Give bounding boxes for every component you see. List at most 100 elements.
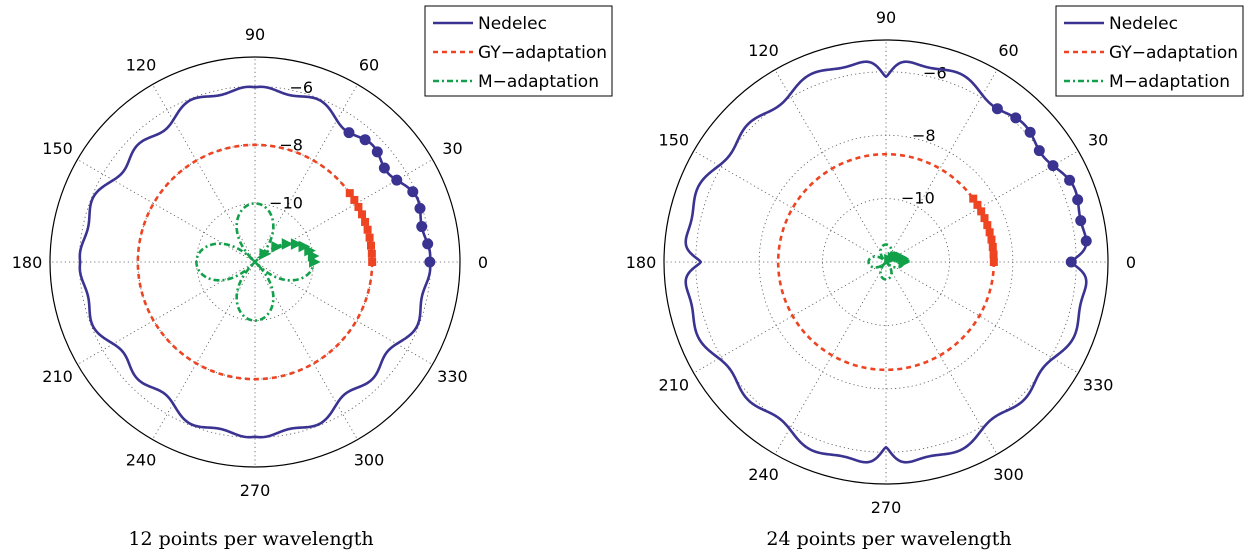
m-adaptation-marker	[304, 244, 316, 257]
grid-spoke	[152, 84, 256, 263]
angle-tick-label: 30	[442, 139, 462, 158]
grid-spoke	[254, 261, 358, 440]
gy-adaptation-marker	[367, 249, 376, 258]
polar-chart-1: 0 30 60 90 120 150 180 210 240 270 300 330 −6 −8 −10 Ne…	[12, 5, 613, 550]
gy-adaptation-marker	[989, 250, 998, 259]
gy-adaptation-marker	[988, 242, 997, 251]
angle-tick-label: 210	[42, 367, 73, 386]
nedelec-marker	[1064, 174, 1076, 186]
nedelec-marker	[424, 256, 436, 268]
m-adaptation-marker	[259, 248, 272, 260]
grid-spoke	[774, 261, 887, 455]
angle-tick-label: 180	[12, 253, 43, 272]
angle-tick-label: 210	[659, 376, 690, 395]
nedelec-marker	[1072, 194, 1084, 206]
chart-caption: 24 points per wavelength	[766, 528, 1011, 550]
legend: Nedelec GY−adaptation M−adaptation	[1055, 5, 1244, 97]
nedelec-marker	[1024, 126, 1036, 138]
nedelec-marker	[391, 174, 403, 186]
radial-tick-label: −10	[269, 193, 303, 212]
angle-tick-label: 150	[659, 131, 690, 150]
nedelec-marker	[414, 202, 426, 214]
nedelec-marker	[1010, 112, 1022, 124]
grid-spoke	[77, 261, 256, 365]
gy-adaptation-marker	[354, 203, 363, 212]
nedelec-marker	[1065, 256, 1077, 268]
angle-tick-label: 330	[1083, 376, 1114, 395]
m-adaptation-marker	[271, 241, 283, 253]
angle-tick-label: 30	[1088, 131, 1108, 150]
radial-tick-label: −10	[901, 189, 935, 208]
angle-tick-label: 0	[478, 253, 488, 272]
outer-ring	[49, 56, 461, 468]
nedelec-marker	[422, 238, 434, 250]
legend-entry: M−adaptation	[478, 72, 599, 92]
nedelec-marker	[991, 103, 1003, 115]
angle-tick-label: 240	[126, 450, 157, 469]
radial-tick-label: −8	[912, 126, 936, 145]
gy-adaptation-marker	[983, 221, 992, 230]
nedelec-marker	[1075, 215, 1087, 227]
gy-adaptation-marker	[365, 233, 374, 242]
angle-tick-label: 150	[42, 139, 73, 158]
gy-adaptation-marker	[358, 210, 367, 219]
gy-adaptation-marker	[980, 214, 989, 223]
angle-tick-label: 0	[1126, 253, 1136, 272]
grid-spoke	[693, 261, 887, 374]
gy-adaptation-marker	[987, 235, 996, 244]
nedelec-marker	[1080, 235, 1092, 247]
angle-tick-label: 60	[359, 56, 379, 75]
nedelec-marker	[371, 146, 383, 158]
nedelec-marker	[378, 162, 390, 174]
nedelec-marker	[416, 221, 428, 233]
angle-tick-label: 90	[876, 8, 896, 27]
grid-spoke	[885, 261, 1079, 374]
gy-adaptation-marker	[361, 217, 370, 226]
angle-tick-label: 300	[354, 450, 385, 469]
gy-adaptation-marker	[363, 225, 372, 234]
m-adaptation-marker	[884, 253, 896, 266]
legend: Nedelec GY−adaptation M−adaptation	[424, 5, 613, 97]
radial-tick-label: −8	[279, 136, 303, 155]
angle-tick-label: 240	[748, 465, 779, 484]
grid-spoke	[885, 69, 998, 263]
gy-adaptation-marker	[350, 195, 359, 204]
angle-tick-label: 270	[240, 481, 271, 500]
legend-entry: Nedelec	[1109, 14, 1178, 34]
legend-entry: M−adaptation	[1109, 72, 1230, 92]
nedelec-marker	[407, 186, 419, 198]
grid-spoke	[152, 261, 256, 440]
grid-spoke	[693, 150, 887, 263]
nedelec-marker	[1047, 160, 1059, 172]
grid-spoke	[885, 150, 1079, 263]
grid-spoke	[77, 159, 256, 263]
series-nedelec-line	[78, 85, 432, 439]
grid-spoke	[885, 261, 998, 455]
nedelec-marker	[1033, 145, 1045, 157]
outer-ring	[663, 39, 1109, 485]
gy-adaptation-marker	[368, 258, 377, 266]
angle-tick-label: 330	[437, 367, 468, 386]
chart-caption: 12 points per wavelength	[128, 528, 373, 550]
grid-spoke	[254, 84, 358, 263]
gy-adaptation-marker	[973, 200, 982, 209]
angle-tick-label: 270	[871, 498, 902, 517]
nedelec-marker	[359, 134, 371, 146]
legend-entry: GY−adaptation	[478, 43, 607, 63]
angle-tick-label: 180	[626, 253, 657, 272]
polar-chart-2: 0306090120150180210240270300330−6−8−10Ne…	[626, 5, 1244, 550]
angle-tick-label: 60	[998, 41, 1018, 60]
angle-tick-label: 300	[993, 465, 1024, 484]
legend-entry: Nedelec	[478, 14, 547, 34]
gy-adaptation-marker	[989, 258, 998, 266]
nedelec-marker	[343, 127, 355, 139]
angle-tick-label: 120	[126, 56, 157, 75]
m-adaptation-marker	[281, 238, 294, 250]
gy-adaptation-marker	[367, 241, 376, 250]
radial-tick-label: −6	[290, 78, 314, 97]
gy-adaptation-marker	[977, 207, 986, 216]
gy-adaptation-marker	[345, 189, 354, 198]
series-m-adaptation-line	[195, 202, 315, 322]
m-adaptation-marker	[307, 250, 320, 262]
